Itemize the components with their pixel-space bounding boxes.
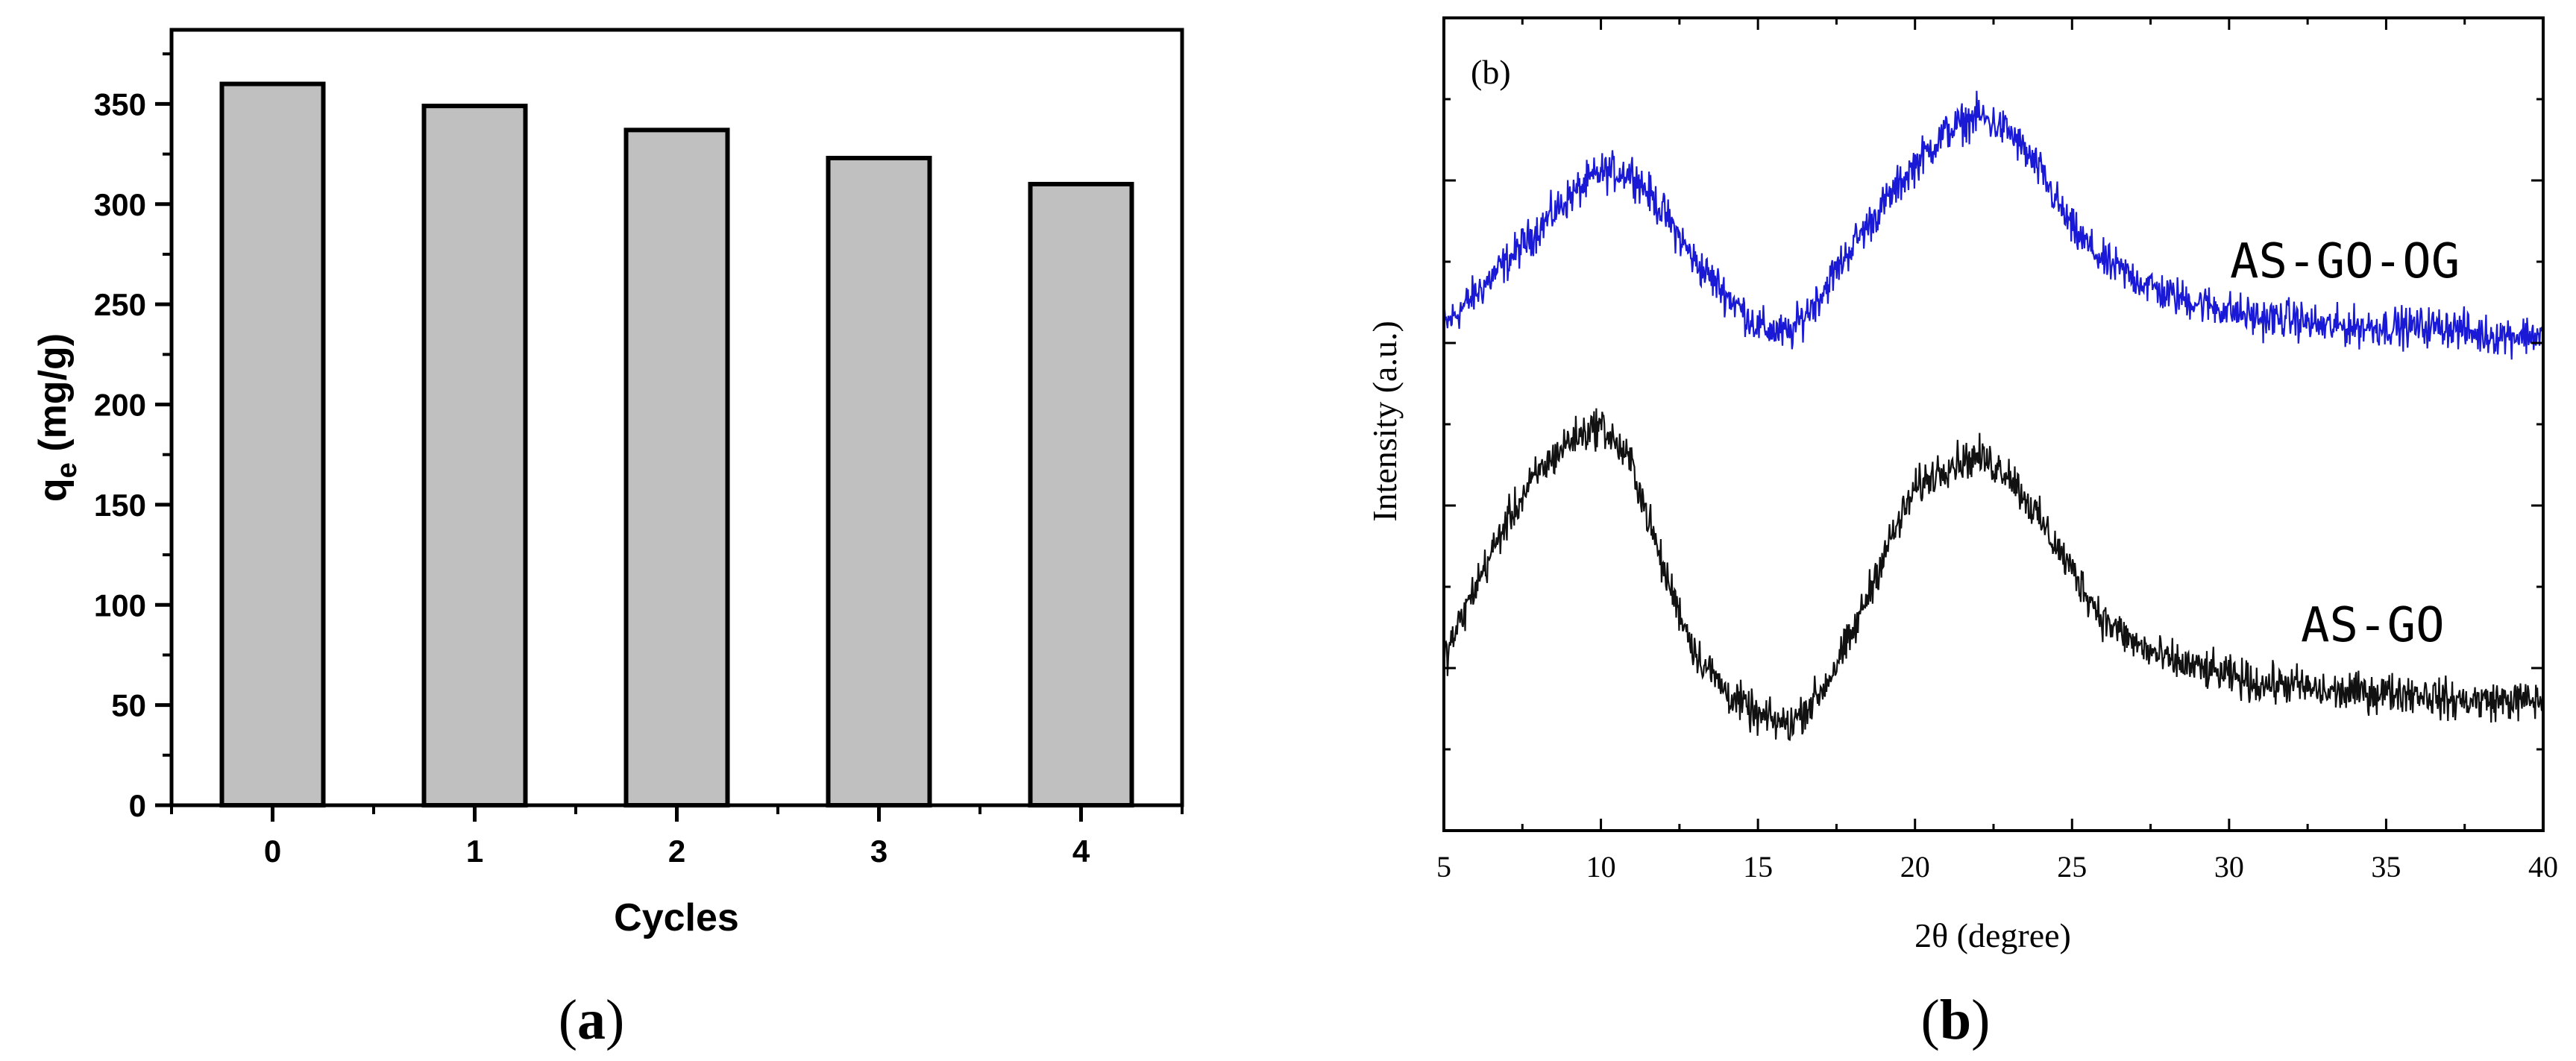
x-tick-label: 0 [264,834,281,869]
panel-b-caption: (b) [1921,989,1991,1051]
panel-b-line-chart: 5 10 15 20 25 30 35 40 (b) AS-GO-OG AS-GO 2θ (d… [1366,16,2558,1051]
y-axis-ticks: 0 50 100 150 200 250 300 350 [94,52,172,823]
x-tick-label: 1 [466,834,483,869]
y-tick-label: 0 [129,788,146,823]
x-axis-ticks: 5 10 15 20 25 30 35 40 [1436,18,2558,884]
x-tick-label: 25 [2057,850,2087,884]
y-tick-label: 200 [94,388,146,423]
bar-cycle-3 [826,155,932,807]
x-tick-label: 15 [1743,850,1773,884]
x-axis-label: 2θ (degree) [1914,916,2071,954]
bar-cycle-1 [421,104,528,808]
panel-a-caption: (a) [559,989,625,1051]
bar-cycle-0 [219,81,326,807]
y-axis-label: qe (mg/g) [31,333,83,502]
series-label-as-go-og: AS-GO-OG [2230,234,2460,289]
x-tick-label: 2 [668,834,685,869]
x-tick-label: 3 [870,834,888,869]
panel-b-caption-letter: b [1940,989,1971,1051]
y-tick-label: 150 [94,488,146,523]
y-tick-label: 300 [94,187,146,222]
series-line-as-go [1444,408,2543,741]
x-tick-label: 20 [1900,850,1930,884]
x-axis-label: Cycles [614,896,739,939]
x-tick-label: 4 [1072,834,1090,869]
y-axis-label: Intensity (a.u.) [1366,321,1404,522]
series-label-as-go: AS-GO [2301,598,2445,653]
bar-series [219,81,1134,808]
series-line-as-go-og [1444,90,2543,360]
x-tick-label: 30 [2214,850,2244,884]
y-tick-label: 250 [94,287,146,322]
y-tick-label: 50 [111,688,146,723]
x-tick-label: 40 [2528,850,2558,884]
x-axis-ticks: 0 1 2 3 4 [170,805,1184,869]
panel-a-caption-letter: a [577,989,606,1051]
y-tick-label: 350 [94,86,146,122]
panel-a-bar-chart: 0 50 100 150 200 250 300 350 0 1 2 3 4 Cycles qe (m… [31,28,1184,1051]
y-axis-label-subscript: e [51,462,83,478]
x-tick-label: 5 [1436,850,1451,884]
line-series [1444,90,2543,741]
bar-cycle-2 [623,127,730,807]
plot-frame [1442,16,2545,832]
inner-panel-label: (b) [1471,53,1511,91]
y-axis-label-main: q [31,478,75,502]
y-axis-label-unit: (mg/g) [31,333,75,462]
x-tick-label: 35 [2371,850,2401,884]
bar-cycle-4 [1028,181,1134,808]
plot-frame [169,28,1184,807]
x-tick-label: 10 [1586,850,1616,884]
y-tick-label: 100 [94,588,146,623]
